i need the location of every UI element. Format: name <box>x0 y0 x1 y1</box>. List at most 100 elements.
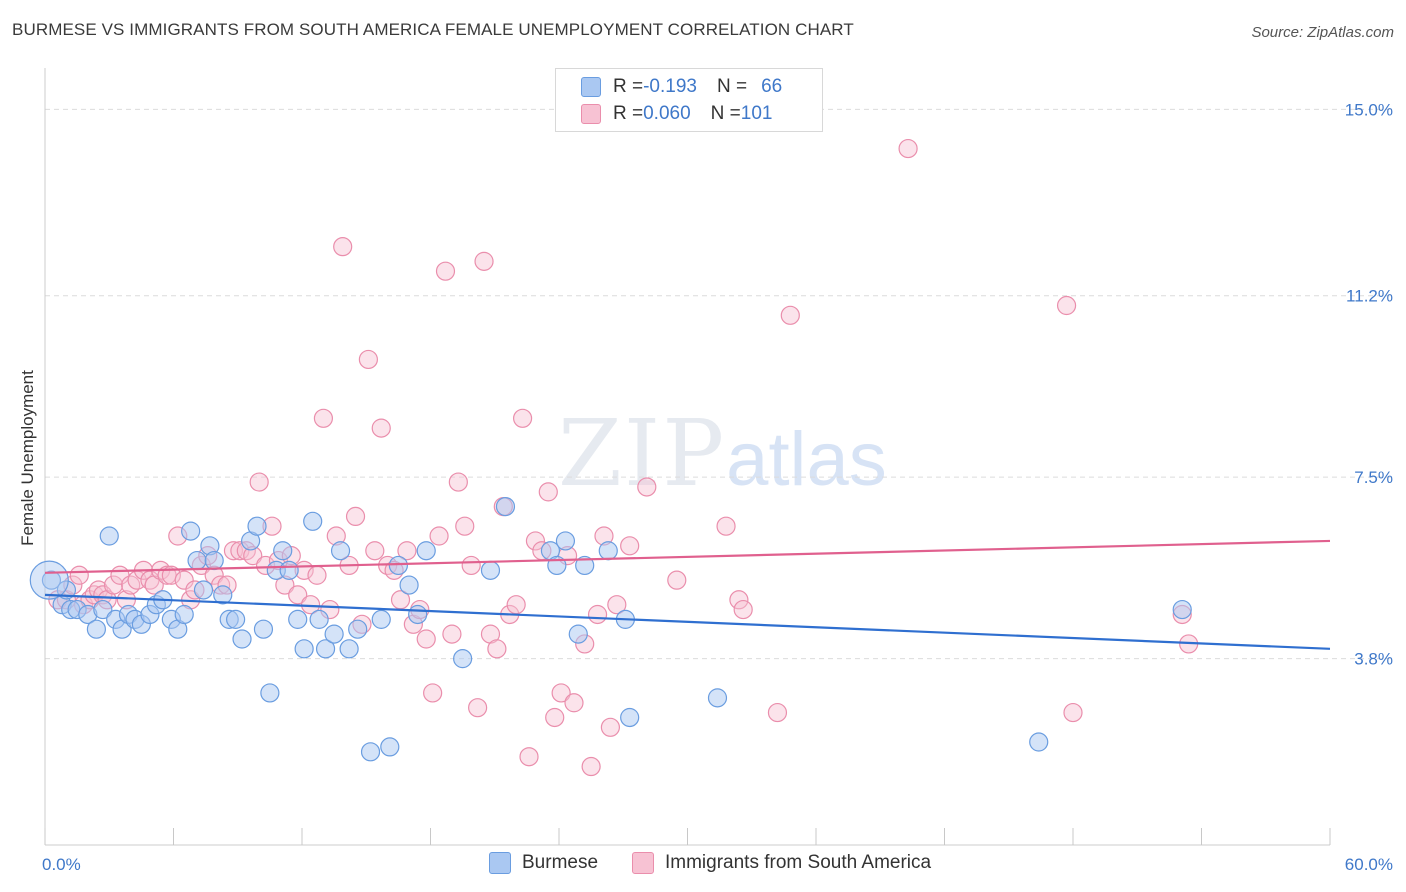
data-point-south-america <box>442 624 462 644</box>
data-point-burmese <box>99 526 119 546</box>
data-point-south-america <box>487 639 507 659</box>
data-point-south-america <box>551 683 571 703</box>
y-tick-label: 7.5% <box>1354 468 1393 487</box>
data-point-burmese <box>309 609 329 629</box>
blue-series-points <box>29 496 1192 762</box>
data-point-south-america <box>423 683 443 703</box>
watermark-zip: ZIP <box>558 400 727 507</box>
data-point-south-america <box>538 482 558 502</box>
data-point-south-america <box>637 477 657 497</box>
data-point-south-america <box>429 526 449 546</box>
watermark-atlas: atlas <box>726 417 887 502</box>
data-point-south-america <box>69 565 89 585</box>
data-point-south-america <box>365 541 385 561</box>
data-point-burmese <box>1029 732 1049 752</box>
bottom-legend-label: Burmese <box>522 852 599 873</box>
grid-lines <box>45 108 1392 660</box>
chart-title: BURMESE VS IMMIGRANTS FROM SOUTH AMERICA… <box>12 20 854 39</box>
legend-n-label: N = <box>716 76 748 97</box>
data-point-burmese <box>324 624 344 644</box>
legend-row-burmese: R = -0.193 N = 66 <box>581 75 782 99</box>
data-point-south-america <box>474 251 494 271</box>
data-point-burmese <box>408 604 428 625</box>
data-point-south-america <box>587 604 608 625</box>
data-point-burmese <box>388 555 408 576</box>
pink-series-points <box>48 138 1199 777</box>
data-point-south-america <box>600 717 621 737</box>
trend-line-south-america <box>44 539 1331 574</box>
legend-row-south-america: R = 0.060 N = 101 <box>581 102 772 126</box>
y-tick-label: 3.8% <box>1354 650 1393 669</box>
y-tick-label: 11.2% <box>1346 287 1393 306</box>
data-point-burmese <box>86 619 107 639</box>
data-point-south-america <box>525 531 546 551</box>
legend-n-label: N = <box>710 103 741 124</box>
data-point-burmese <box>315 639 336 659</box>
axes <box>44 68 1331 846</box>
data-point-burmese <box>620 707 640 728</box>
data-point-south-america <box>607 595 627 615</box>
y-tick-label: 15.0% <box>1345 100 1393 119</box>
data-point-south-america <box>307 565 327 585</box>
data-point-south-america <box>898 138 918 159</box>
bottom-legend-burmese: Burmese <box>489 852 598 874</box>
data-point-burmese <box>294 639 314 659</box>
data-point-south-america <box>455 516 475 536</box>
data-point-south-america <box>733 599 753 620</box>
data-point-south-america <box>288 585 308 605</box>
data-point-burmese <box>348 619 368 639</box>
watermark: ZIPatlas <box>558 400 887 507</box>
data-point-burmese <box>575 555 595 576</box>
data-point-burmese <box>279 560 299 580</box>
data-point-burmese <box>707 688 728 708</box>
data-point-south-america <box>313 408 334 428</box>
data-point-south-america <box>780 305 800 325</box>
data-point-burmese <box>330 541 351 561</box>
data-point-south-america <box>461 555 481 576</box>
legend-n-value: 101 <box>740 103 773 124</box>
data-point-south-america <box>620 536 640 556</box>
data-point-south-america <box>729 590 749 610</box>
data-point-south-america <box>519 747 539 767</box>
legend-r-value: 0.060 <box>643 103 691 124</box>
correlation-legend: R = -0.193 N = 66 R = 0.060 N = 101 <box>555 68 823 132</box>
data-point-burmese <box>247 516 267 536</box>
data-point-south-america <box>564 693 584 713</box>
data-point-burmese <box>555 531 576 551</box>
data-point-south-america <box>1063 702 1083 723</box>
bottom-legend-label: Immigrants from South America <box>665 852 932 873</box>
data-point-burmese <box>399 575 419 595</box>
data-point-burmese <box>480 560 501 580</box>
data-point-burmese <box>360 742 381 762</box>
data-point-burmese <box>568 624 588 644</box>
data-point-south-america <box>767 702 788 723</box>
data-point-burmese <box>416 541 436 561</box>
data-point-burmese <box>303 511 323 531</box>
data-point-south-america <box>416 629 436 649</box>
data-point-burmese <box>174 604 194 625</box>
data-point-burmese <box>1172 599 1192 620</box>
bottom-legend-swatch-blue <box>489 852 511 874</box>
data-point-south-america <box>512 408 533 428</box>
bottom-legend-south-america: Immigrants from South America <box>632 852 931 874</box>
data-point-burmese <box>598 541 618 561</box>
data-point-south-america <box>358 349 378 370</box>
data-point-burmese <box>495 496 516 517</box>
data-point-burmese <box>213 585 233 605</box>
data-point-south-america <box>448 472 468 492</box>
data-point-south-america <box>333 237 353 257</box>
data-point-burmese <box>232 629 252 649</box>
data-point-burmese <box>339 639 359 659</box>
data-point-burmese <box>371 609 391 629</box>
source-credit: Source: ZipAtlas.com <box>1251 24 1394 41</box>
legend-swatch-pink <box>581 104 601 124</box>
trend-line-burmese <box>44 593 1331 650</box>
data-point-south-america <box>581 756 601 777</box>
data-point-south-america <box>397 541 417 561</box>
bottom-legend-swatch-pink <box>632 852 654 874</box>
legend-r-value: -0.193 <box>643 76 697 97</box>
data-point-south-america <box>249 472 269 492</box>
data-point-south-america <box>468 698 488 718</box>
data-point-south-america <box>435 261 456 281</box>
data-point-south-america <box>174 570 194 590</box>
